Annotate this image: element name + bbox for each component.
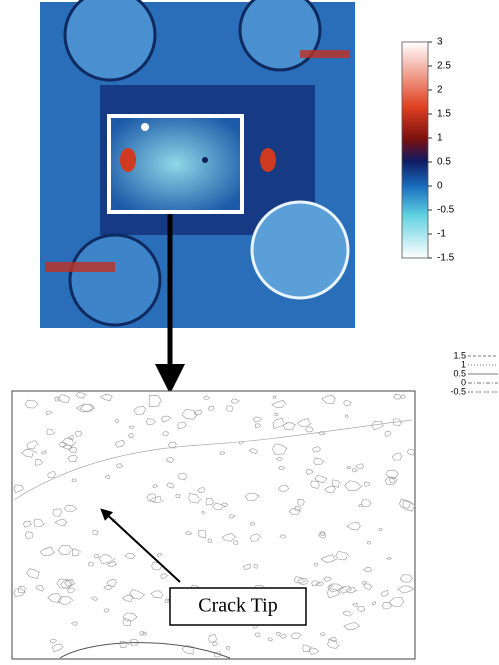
colorbar-tick-label: 2.5 xyxy=(437,61,451,72)
colorbar-tick-label: -1.5 xyxy=(437,253,455,264)
legend-label: -0.5 xyxy=(450,386,466,396)
colorbar-tick-label: 1 xyxy=(437,133,443,144)
colorbar-tick-label: 3 xyxy=(437,37,443,48)
annotation: Crack Tip xyxy=(198,595,277,617)
colorbar-tick-label: -0.5 xyxy=(437,205,455,216)
field-image xyxy=(40,0,355,328)
colorbar-tick-label: 0 xyxy=(437,181,443,192)
figure: Crack Tip 32.521.510.50-0.5-1-1.51.510.5… xyxy=(0,0,499,660)
colorbar-tick-label: 2 xyxy=(437,85,443,96)
colorbar-tick-label: -1 xyxy=(437,229,446,240)
colorbar xyxy=(402,42,428,258)
colorbar-tick-label: 0.5 xyxy=(437,157,451,168)
colorbar-tick-label: 1.5 xyxy=(437,109,451,120)
